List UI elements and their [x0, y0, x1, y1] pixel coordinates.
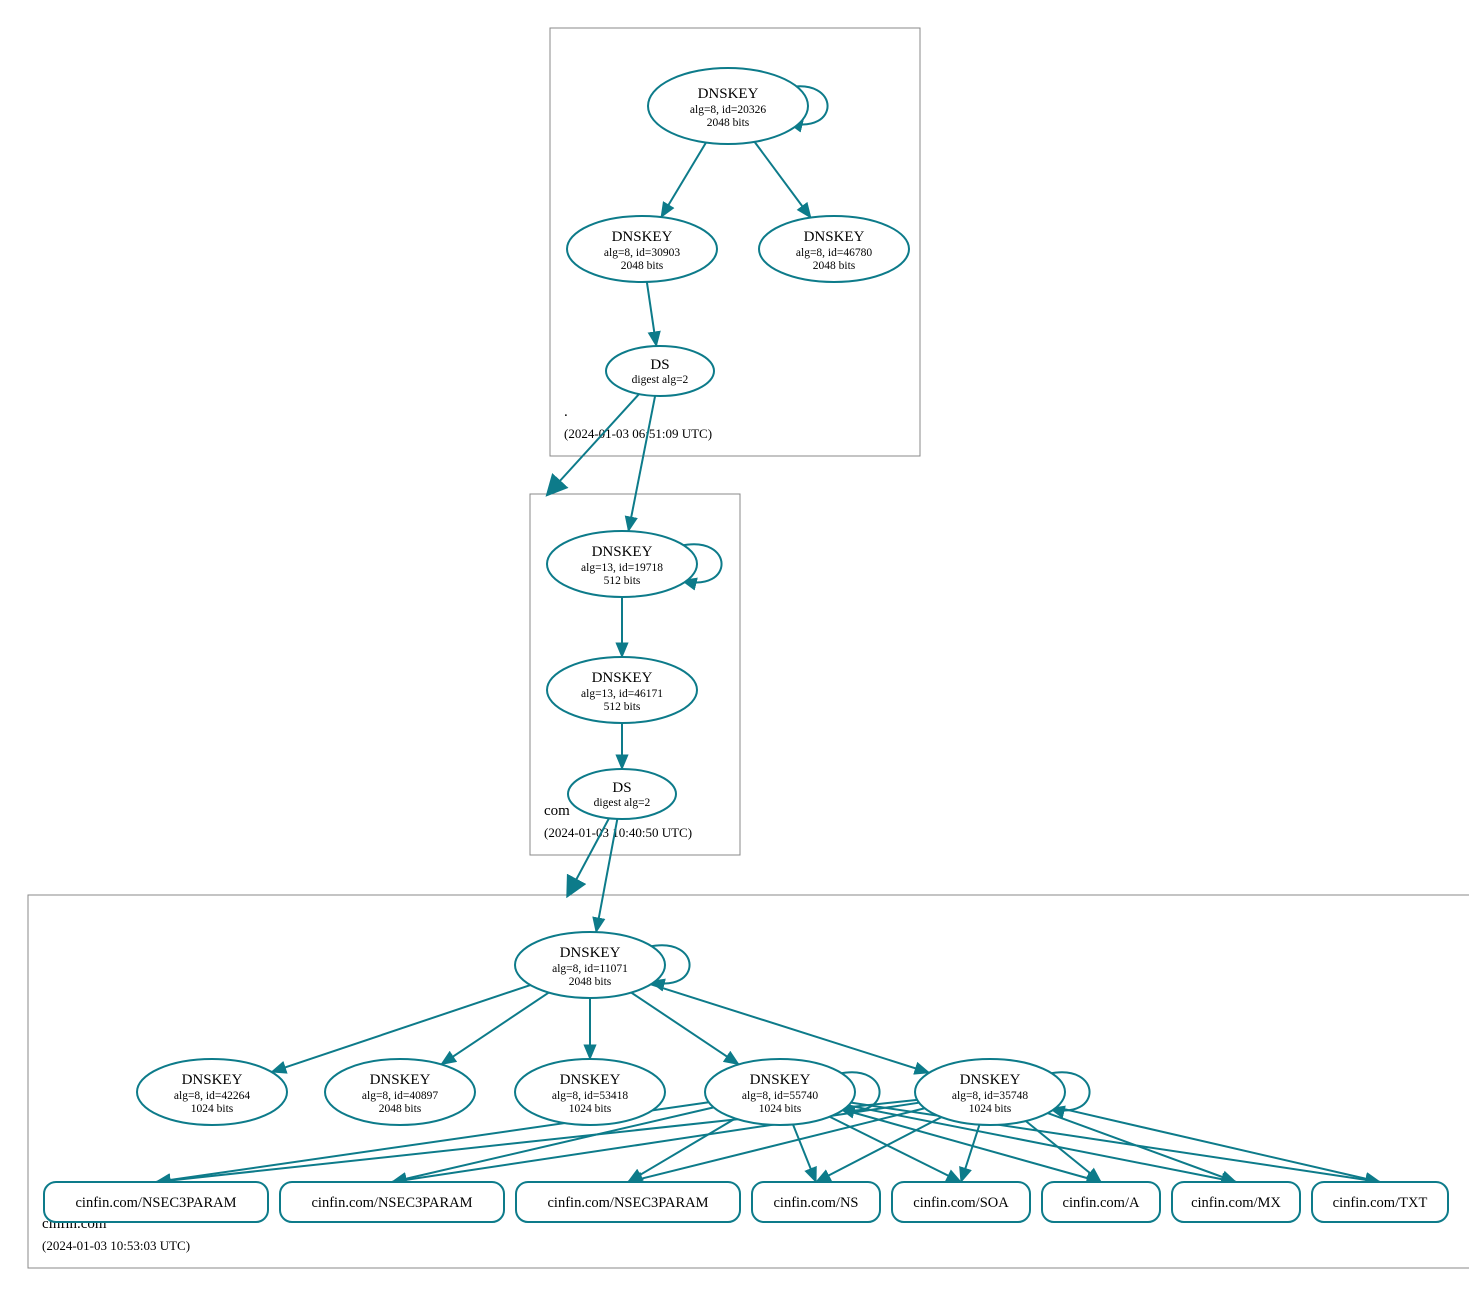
node-cin_k4-line2: alg=8, id=55740 [742, 1090, 818, 1102]
dnssec-diagram: . (2024-01-03 06:51:09 UTC) com (2024-01… [10, 10, 1469, 1288]
leaf-l7-label: cinfin.com/MX [1191, 1195, 1281, 1211]
node-com_zsk-line2: alg=13, id=46171 [581, 688, 663, 700]
node-root_ds-line2: digest alg=2 [632, 374, 689, 386]
node-root_zsk2-line2: alg=8, id=46780 [796, 247, 872, 259]
node-cin_k3: DNSKEY alg=8, id=534181024 bits [515, 1059, 665, 1125]
leaf-l8-label: cinfin.com/TXT [1333, 1195, 1428, 1211]
zone-ts-root: (2024-01-03 06:51:09 UTC) [564, 426, 712, 441]
edge-cin_k4-l8 [851, 1103, 1380, 1182]
edge-cin_k5-l7 [1048, 1113, 1236, 1182]
node-root_ds-title: DS [650, 357, 669, 373]
zone-ts-cinfin: (2024-01-03 10:53:03 UTC) [42, 1238, 190, 1253]
edge-cin_ksk-cin_k2 [441, 993, 549, 1065]
node-root_zsk2: DNSKEY alg=8, id=467802048 bits [759, 216, 909, 282]
node-root_zsk1-line3: 2048 bits [621, 260, 664, 272]
leaf-l8: cinfin.com/TXT [1312, 1182, 1448, 1222]
node-cin_ksk-line2: alg=8, id=11071 [552, 963, 628, 975]
edge-root_ksk-root_zsk1 [661, 138, 709, 217]
leaf-l4: cinfin.com/NS [752, 1182, 880, 1222]
node-root_zsk1: DNSKEY alg=8, id=309032048 bits [567, 216, 717, 282]
node-cin_k2: DNSKEY alg=8, id=408972048 bits [325, 1059, 475, 1125]
zoneedge-root_ds [548, 394, 639, 494]
node-com_ksk: DNSKEY alg=13, id=19718512 bits [547, 531, 697, 597]
node-cin_k1-line2: alg=8, id=42264 [174, 1090, 250, 1102]
node-root_ds: DSdigest alg=2 [606, 346, 714, 396]
edge-cin_k5-l8 [1056, 1107, 1380, 1182]
node-com_ds: DSdigest alg=2 [568, 769, 676, 819]
leaf-l7: cinfin.com/MX [1172, 1182, 1300, 1222]
edge-cin_ksk-cin_k4 [631, 993, 739, 1065]
leaf-l5: cinfin.com/SOA [892, 1182, 1030, 1222]
leaf-l6: cinfin.com/A [1042, 1182, 1160, 1222]
leaf-l2-label: cinfin.com/NSEC3PARAM [312, 1195, 473, 1211]
node-cin_k2-line3: 2048 bits [379, 1103, 422, 1115]
leaf-l1: cinfin.com/NSEC3PARAM [44, 1182, 268, 1222]
edge-cin_k4-l3 [628, 1118, 735, 1182]
node-cin_k4-title: DNSKEY [750, 1072, 811, 1088]
node-cin_k5: DNSKEY alg=8, id=357481024 bits [915, 1059, 1065, 1125]
node-cin_k3-line2: alg=8, id=53418 [552, 1090, 628, 1102]
node-cin_ksk-line3: 2048 bits [569, 976, 612, 988]
node-com_zsk: DNSKEY alg=13, id=46171512 bits [547, 657, 697, 723]
leaf-l6-label: cinfin.com/A [1063, 1195, 1140, 1211]
node-cin_ksk: DNSKEY alg=8, id=110712048 bits [515, 932, 665, 998]
leaf-l5-label: cinfin.com/SOA [913, 1195, 1009, 1211]
nodes-group: DNSKEYalg=8, id=203262048 bitsDNSKEYalg=… [137, 68, 1065, 1125]
node-com_ksk-title: DNSKEY [592, 544, 653, 560]
edge-cin_k4-l7 [848, 1106, 1236, 1182]
leaves-group: cinfin.com/NSEC3PARAM cinfin.com/NSEC3PAR… [44, 1182, 1448, 1222]
zone-label-root: . [564, 404, 568, 420]
node-cin_k2-line2: alg=8, id=40897 [362, 1090, 438, 1102]
edge-cin_k4-l4 [793, 1125, 816, 1182]
edge-cin_k5-l5 [961, 1125, 979, 1182]
node-cin_k1: DNSKEY alg=8, id=422641024 bits [137, 1059, 287, 1125]
node-cin_k4: DNSKEY alg=8, id=557401024 bits [705, 1059, 855, 1125]
node-com_ds-line2: digest alg=2 [594, 797, 651, 809]
node-com_ksk-line2: alg=13, id=19718 [581, 562, 663, 574]
node-cin_k5-line2: alg=8, id=35748 [952, 1090, 1028, 1102]
node-root_zsk1-line2: alg=8, id=30903 [604, 247, 680, 259]
node-root_ksk: DNSKEY alg=8, id=203262048 bits [648, 68, 808, 144]
node-root_ksk-title: DNSKEY [698, 86, 759, 102]
node-cin_k1-title: DNSKEY [182, 1072, 243, 1088]
node-com_zsk-line3: 512 bits [604, 701, 641, 713]
leaf-l3-label: cinfin.com/NSEC3PARAM [548, 1195, 709, 1211]
node-cin_k5-line3: 1024 bits [969, 1103, 1012, 1115]
node-root_zsk2-line3: 2048 bits [813, 260, 856, 272]
node-cin_k1-line3: 1024 bits [191, 1103, 234, 1115]
leaf-l3: cinfin.com/NSEC3PARAM [516, 1182, 740, 1222]
zone-ts-com: (2024-01-03 10:40:50 UTC) [544, 825, 692, 840]
edge-root_zsk1-root_ds [647, 282, 656, 346]
node-cin_ksk-title: DNSKEY [560, 945, 621, 961]
node-com_ksk-line3: 512 bits [604, 575, 641, 587]
edge-cin_k5-l4 [816, 1117, 941, 1182]
node-cin_k5-title: DNSKEY [960, 1072, 1021, 1088]
zone-label-com: com [544, 803, 570, 819]
edge-root_ds-com_ksk [628, 396, 655, 531]
node-cin_k3-title: DNSKEY [560, 1072, 621, 1088]
node-cin_k4-line3: 1024 bits [759, 1103, 802, 1115]
edge-cin_k5-l6 [1026, 1121, 1101, 1182]
node-root_zsk2-title: DNSKEY [804, 229, 865, 245]
node-com_ds-title: DS [612, 780, 631, 796]
node-com_zsk-title: DNSKEY [592, 670, 653, 686]
leaf-l4-label: cinfin.com/NS [774, 1195, 859, 1211]
node-cin_k2-title: DNSKEY [370, 1072, 431, 1088]
node-root_ksk-line2: alg=8, id=20326 [690, 104, 766, 116]
node-root_ksk-line3: 2048 bits [707, 117, 750, 129]
node-root_zsk1-title: DNSKEY [612, 229, 673, 245]
leaf-l2: cinfin.com/NSEC3PARAM [280, 1182, 504, 1222]
leaf-l1-label: cinfin.com/NSEC3PARAM [76, 1195, 237, 1211]
node-cin_k3-line3: 1024 bits [569, 1103, 612, 1115]
edge-root_ksk-root_zsk2 [751, 137, 810, 217]
